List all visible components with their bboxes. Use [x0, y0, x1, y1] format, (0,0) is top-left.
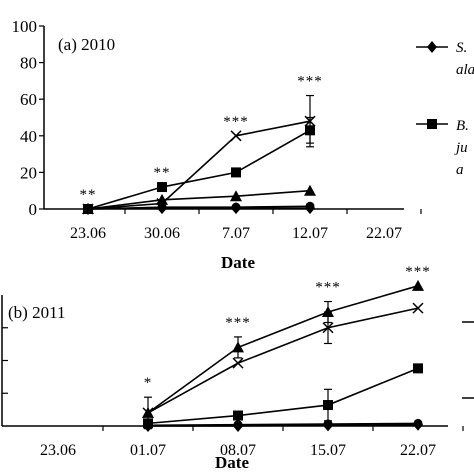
x-tick-label: 30.06	[144, 225, 180, 242]
x-tick-label: 23.06	[40, 442, 76, 459]
x-axis-title-2011: Date	[215, 453, 249, 472]
series-line-x	[87, 120, 311, 210]
series-line-circle	[147, 422, 419, 427]
series-line-circle	[87, 205, 311, 210]
panel-title-2010: (a) 2010	[58, 35, 115, 54]
x-tick-label: 22.07	[400, 442, 436, 459]
data-point-triangle	[412, 279, 424, 291]
panel-2011: (b) 2011 Date 23.06 01.07 08.07 15.07 22.07 …	[1, 264, 474, 472]
data-point-square	[157, 182, 167, 193]
data-point-x	[322, 322, 334, 334]
significance-label: ***	[315, 280, 341, 296]
data-point-triangle	[232, 341, 244, 353]
data-point-x	[142, 407, 154, 419]
panel-2010: (a) 2010 Date 23.06 30.06 7.07 12.07 22.07 0 2…	[12, 17, 474, 272]
significance-label: ***	[405, 264, 431, 280]
significance-label: **	[154, 165, 171, 181]
data-point-square	[305, 125, 315, 136]
data-point-square	[323, 400, 333, 411]
y-tick-label: 40	[20, 127, 37, 146]
y-tick-label: 0	[29, 200, 38, 219]
data-point-circle	[305, 201, 315, 211]
series-line-diamond	[148, 423, 419, 427]
data-point-circle	[157, 202, 167, 212]
legend-label-3: ju	[454, 140, 468, 156]
y-tick-label: 20	[20, 163, 37, 182]
series-line-triangle	[147, 285, 419, 414]
legend-label-2: B.	[456, 118, 469, 134]
series-line-x	[147, 307, 419, 414]
y-tick-label: 60	[20, 90, 37, 109]
x-tick-label: 01.07	[130, 442, 166, 459]
data-point-x	[304, 115, 316, 127]
legend: S. ala B. ju a	[416, 40, 474, 178]
x-tick-label: 23.06	[70, 225, 106, 242]
data-point-circle	[413, 418, 423, 428]
data-point-circle	[143, 420, 153, 430]
data-point-circle	[231, 202, 241, 212]
y-tick-label: 100	[12, 17, 38, 36]
data-point-triangle	[156, 193, 168, 205]
y-tick-label: 80	[20, 54, 37, 73]
data-point-triangle	[322, 306, 334, 318]
significance-label: *	[144, 375, 153, 391]
significance-label: ***	[297, 74, 323, 90]
significance-label: ***	[223, 114, 249, 130]
legend-marker-diamond	[427, 41, 437, 53]
data-point-square	[233, 410, 243, 421]
significance-label: **	[80, 187, 97, 203]
data-point-x	[230, 130, 242, 142]
x-tick-label: 08.07	[220, 442, 256, 459]
series-line-square	[87, 129, 311, 210]
data-point-x	[412, 302, 424, 314]
data-point-triangle	[304, 184, 316, 196]
data-point-circle	[83, 204, 93, 214]
panel-title-2011: (b) 2011	[8, 303, 65, 322]
legend-label-4: a	[456, 162, 464, 178]
data-point-square	[231, 167, 241, 178]
data-point-triangle	[230, 190, 242, 202]
legend-label-0: S.	[456, 40, 467, 56]
data-point-circle	[233, 420, 243, 430]
significance-label: ***	[225, 315, 251, 331]
legend-marker-square	[427, 119, 437, 129]
x-axis-title-2010: Date	[221, 253, 255, 272]
x-tick-label: 15.07	[310, 442, 346, 459]
data-point-square	[413, 363, 423, 374]
x-tick-label: 12.07	[292, 225, 328, 242]
series-line-square	[147, 367, 419, 425]
data-point-circle	[323, 419, 333, 429]
x-tick-label: 7.07	[222, 225, 250, 242]
data-point-x	[232, 357, 244, 369]
series-line-triangle	[87, 189, 311, 210]
x-tick-label: 22.07	[366, 225, 402, 242]
legend-label-1: ala	[456, 62, 474, 78]
